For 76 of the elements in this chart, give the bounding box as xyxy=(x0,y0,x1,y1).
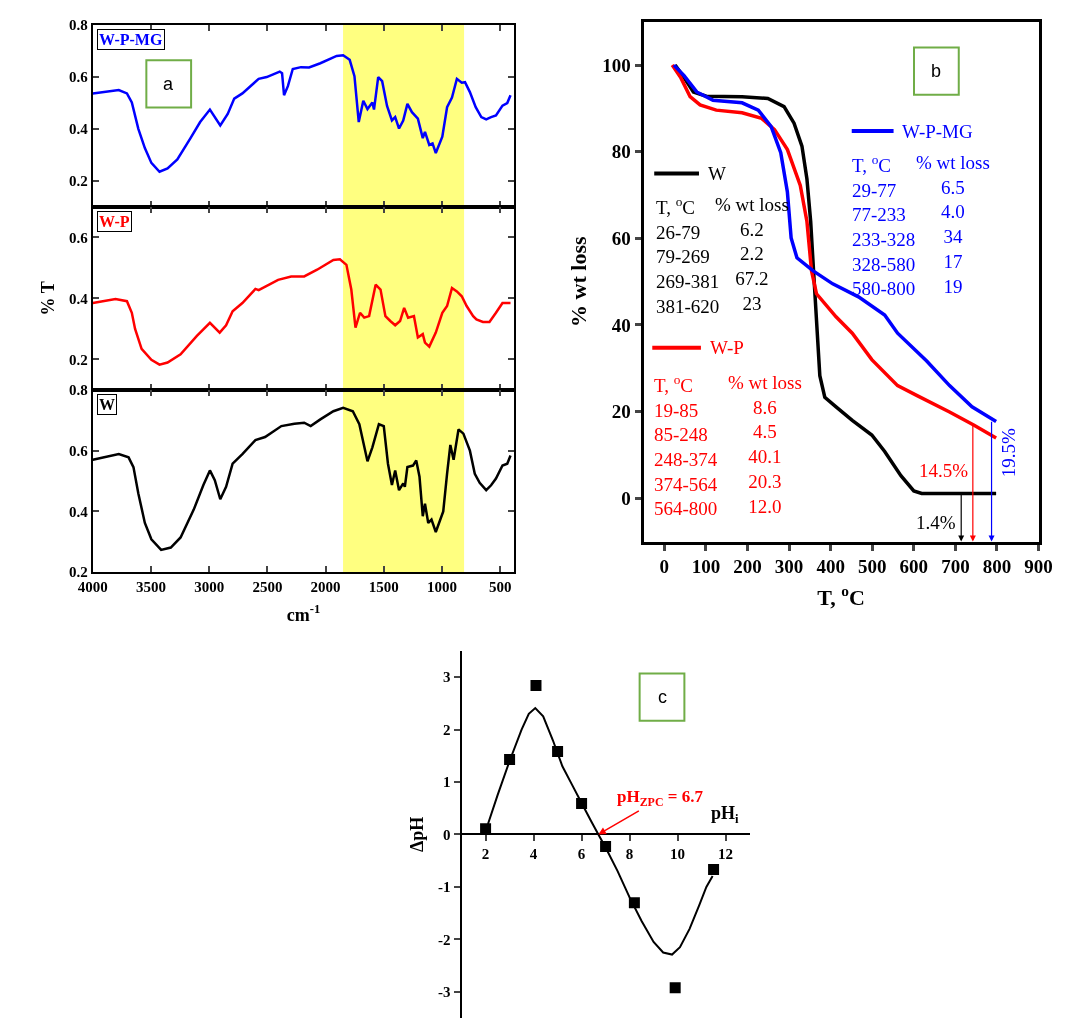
text: W-P xyxy=(99,213,130,230)
y-tick-label: 0.4 xyxy=(69,121,89,138)
x-tick-label: 2 xyxy=(481,846,490,863)
legend-label: W xyxy=(708,163,726,184)
x-tick-label: 400 xyxy=(816,556,845,578)
x-axis-title: pH$_{i}$ xyxy=(711,803,740,826)
legend-label: W-P-MG xyxy=(902,121,973,142)
y-tick-label: 0.2 xyxy=(69,351,88,368)
y-tick-label: 60 xyxy=(611,228,631,250)
x-tick-label: 200 xyxy=(733,556,762,578)
x-tick-label: 100 xyxy=(691,556,721,578)
x-axis-title: T, $^{o}$C xyxy=(817,582,865,611)
x-tick-label: 800 xyxy=(982,556,1012,578)
x-tick-label: 900 xyxy=(1024,556,1053,578)
y-tick-label: 20 xyxy=(611,401,631,423)
y-axis-title: % wt loss xyxy=(566,236,592,327)
annotation: a xyxy=(163,74,174,94)
x-tick-label: 2000 xyxy=(310,579,341,596)
annotation: 1.4% xyxy=(916,512,956,533)
x-axis-title: cm$^{-1}$ xyxy=(286,602,321,625)
annotation: pH$_{ZPC}$ = 6.7 xyxy=(617,787,704,809)
y-tick-label: 2 xyxy=(443,721,451,738)
x-tick-label: 8 xyxy=(625,846,634,863)
x-tick-label: 4000 xyxy=(77,579,108,596)
x-tick-label: 300 xyxy=(774,556,804,578)
annotation: 19.5% xyxy=(997,428,1019,478)
y-tick-label: -1 xyxy=(438,879,451,896)
x-tick-label: 3000 xyxy=(194,579,225,596)
y-axis-title: ΔpH xyxy=(406,816,427,853)
x-tick-label: 500 xyxy=(857,556,887,578)
annotation: T, $^{o}$C 19-85 85-248 248-374 374-564 564-800 xyxy=(654,372,718,520)
x-tick-label: 12 xyxy=(718,846,734,863)
y-tick-label: 0.2 xyxy=(69,173,88,190)
y-tick-label: -2 xyxy=(438,931,451,948)
x-tick-label: 10 xyxy=(670,846,686,863)
x-tick-label: 600 xyxy=(899,556,929,578)
y-tick-label: 0.4 xyxy=(69,290,89,307)
y-tick-label: 80 xyxy=(611,141,631,163)
y-tick-label: 1 xyxy=(443,774,451,791)
x-tick-label: 1000 xyxy=(426,579,457,596)
annotation: b xyxy=(931,61,942,81)
annotation: c xyxy=(658,687,667,707)
y-tick-label: 0.8 xyxy=(69,16,88,33)
x-tick-label: 4 xyxy=(529,846,538,863)
y-tick-label: 0.4 xyxy=(69,503,89,520)
y-tick-label: 100 xyxy=(602,54,631,76)
x-tick-label: 700 xyxy=(941,556,970,578)
annotation: % wt loss 6.5 4.0 34 17 19 xyxy=(916,152,990,297)
y-tick-label: 0.2 xyxy=(69,564,88,581)
annotation: T, $^{o}$C 29-77 77-233 233-328 328-580 580-800 xyxy=(852,152,916,300)
y-tick-label: 0.6 xyxy=(69,69,89,86)
x-tick-label: 2500 xyxy=(252,579,283,596)
annotation: % wt loss 8.6 4.5 40.1 20.3 12.0 xyxy=(728,372,802,517)
y-tick-label: 40 xyxy=(611,314,631,336)
x-tick-label: 1500 xyxy=(368,579,399,596)
y-tick-label: 0.6 xyxy=(69,442,89,459)
text: W-P-MG xyxy=(99,31,163,48)
point xyxy=(708,864,720,876)
y-tick-label: 0 xyxy=(443,826,451,843)
x-tick-label: 0 xyxy=(659,556,670,578)
y-tick-label: 3 xyxy=(443,669,451,686)
line-series xyxy=(92,258,512,366)
point xyxy=(669,982,681,994)
legend-label: W-P xyxy=(710,337,744,358)
y-axis-title: % T xyxy=(37,281,58,316)
line-series xyxy=(92,53,512,173)
x-tick-label: 3500 xyxy=(136,579,167,596)
y-tick-label: 0 xyxy=(621,487,631,509)
annotation: 14.5% xyxy=(919,460,969,481)
x-tick-label: 500 xyxy=(488,579,512,596)
y-tick-label: -3 xyxy=(438,984,451,1001)
y-tick-label: 0.6 xyxy=(69,229,89,246)
text: W xyxy=(99,396,115,413)
x-tick-label: 6 xyxy=(577,846,586,863)
y-tick-label: 0.8 xyxy=(69,382,88,399)
point xyxy=(530,679,542,691)
